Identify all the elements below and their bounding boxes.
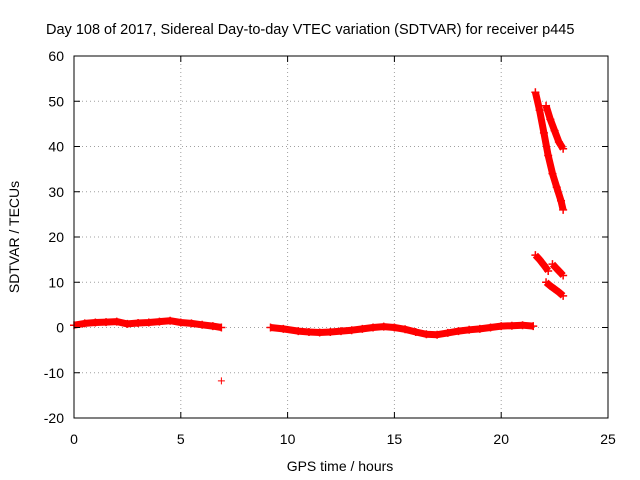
data-point <box>217 323 226 332</box>
data-point <box>539 261 548 270</box>
y-tick-label: 20 <box>48 229 64 245</box>
y-tick-label: -20 <box>44 410 64 426</box>
y-tick-label: 50 <box>48 93 64 109</box>
data-point <box>379 322 388 331</box>
x-tick-label: 5 <box>177 431 185 447</box>
data-point <box>554 137 563 146</box>
data-series <box>70 88 568 385</box>
data-point <box>208 322 217 331</box>
y-axis-title: SDTVAR / TECUs <box>6 181 22 293</box>
x-tick-label: 15 <box>387 431 403 447</box>
data-point <box>337 327 345 336</box>
data-point <box>531 251 540 260</box>
x-tick-label: 25 <box>600 431 616 447</box>
data-point <box>422 330 431 339</box>
data-point <box>187 319 196 328</box>
data-point <box>546 281 555 290</box>
data-point <box>552 183 561 192</box>
data-point <box>542 101 551 110</box>
data-point <box>486 323 495 332</box>
data-point <box>390 323 399 332</box>
data-trace <box>549 261 566 278</box>
data-point <box>542 278 551 287</box>
y-tick-label: 40 <box>48 139 64 155</box>
data-point <box>552 264 561 273</box>
data-point <box>531 88 540 97</box>
x-tick-labels: 0 5 10 15 20 25 <box>70 431 616 447</box>
data-point <box>557 196 566 205</box>
x-tick-label: 0 <box>70 431 78 447</box>
data-point <box>518 321 527 330</box>
data-point <box>546 115 555 124</box>
data-point <box>304 328 313 337</box>
y-tick-label: 10 <box>48 274 64 290</box>
data-point <box>544 266 553 275</box>
data-point <box>134 318 143 327</box>
data-point <box>454 327 463 336</box>
data-point <box>550 285 559 294</box>
data-point <box>112 317 121 326</box>
data-point <box>166 316 175 325</box>
data-trace <box>532 252 552 273</box>
data-point <box>443 328 452 337</box>
data-point <box>102 318 111 327</box>
data-point <box>550 126 559 135</box>
data-point <box>433 330 442 339</box>
y-tick-label: 60 <box>48 48 64 64</box>
data-point <box>155 317 164 326</box>
data-point <box>347 326 356 335</box>
data-point <box>80 319 89 328</box>
data-point <box>559 144 568 153</box>
data-point <box>198 320 207 329</box>
data-point <box>411 328 420 337</box>
data-point <box>266 323 275 332</box>
data-point <box>465 325 474 334</box>
data-point <box>548 260 557 269</box>
data-point <box>91 318 100 327</box>
data-point <box>123 319 132 328</box>
x-tick-label: 10 <box>280 431 296 447</box>
data-point <box>358 324 367 333</box>
y-tick-label: 30 <box>48 184 64 200</box>
data-point <box>539 128 548 137</box>
x-tick-label: 20 <box>493 431 509 447</box>
data-point <box>401 325 410 334</box>
data-point <box>559 291 568 300</box>
data-point <box>554 288 563 297</box>
data-point <box>144 318 153 327</box>
data-point <box>369 323 378 332</box>
x-axis-title: GPS time / hours <box>287 458 394 474</box>
data-point <box>529 322 538 331</box>
data-point <box>294 327 303 336</box>
y-tick-label: 0 <box>56 320 64 336</box>
data-point <box>559 205 568 214</box>
data-point <box>279 324 288 333</box>
data-point <box>475 324 484 333</box>
data-point <box>315 328 324 337</box>
data-point <box>544 151 553 160</box>
data-point <box>548 169 557 178</box>
data-point <box>535 255 544 264</box>
data-point <box>497 322 506 331</box>
data-point <box>507 321 516 330</box>
data-point <box>535 106 544 115</box>
axis-ticks <box>73 55 609 419</box>
y-tick-label: -10 <box>44 365 64 381</box>
grid-lines <box>74 56 608 418</box>
data-point <box>326 328 335 337</box>
y-tick-labels: -20 -10 0 10 20 30 40 50 60 <box>44 48 64 426</box>
data-point <box>559 271 568 280</box>
chart-title: Day 108 of 2017, Sidereal Day-to-day VTE… <box>46 22 574 38</box>
data-point <box>176 318 185 327</box>
data-point <box>217 377 225 385</box>
